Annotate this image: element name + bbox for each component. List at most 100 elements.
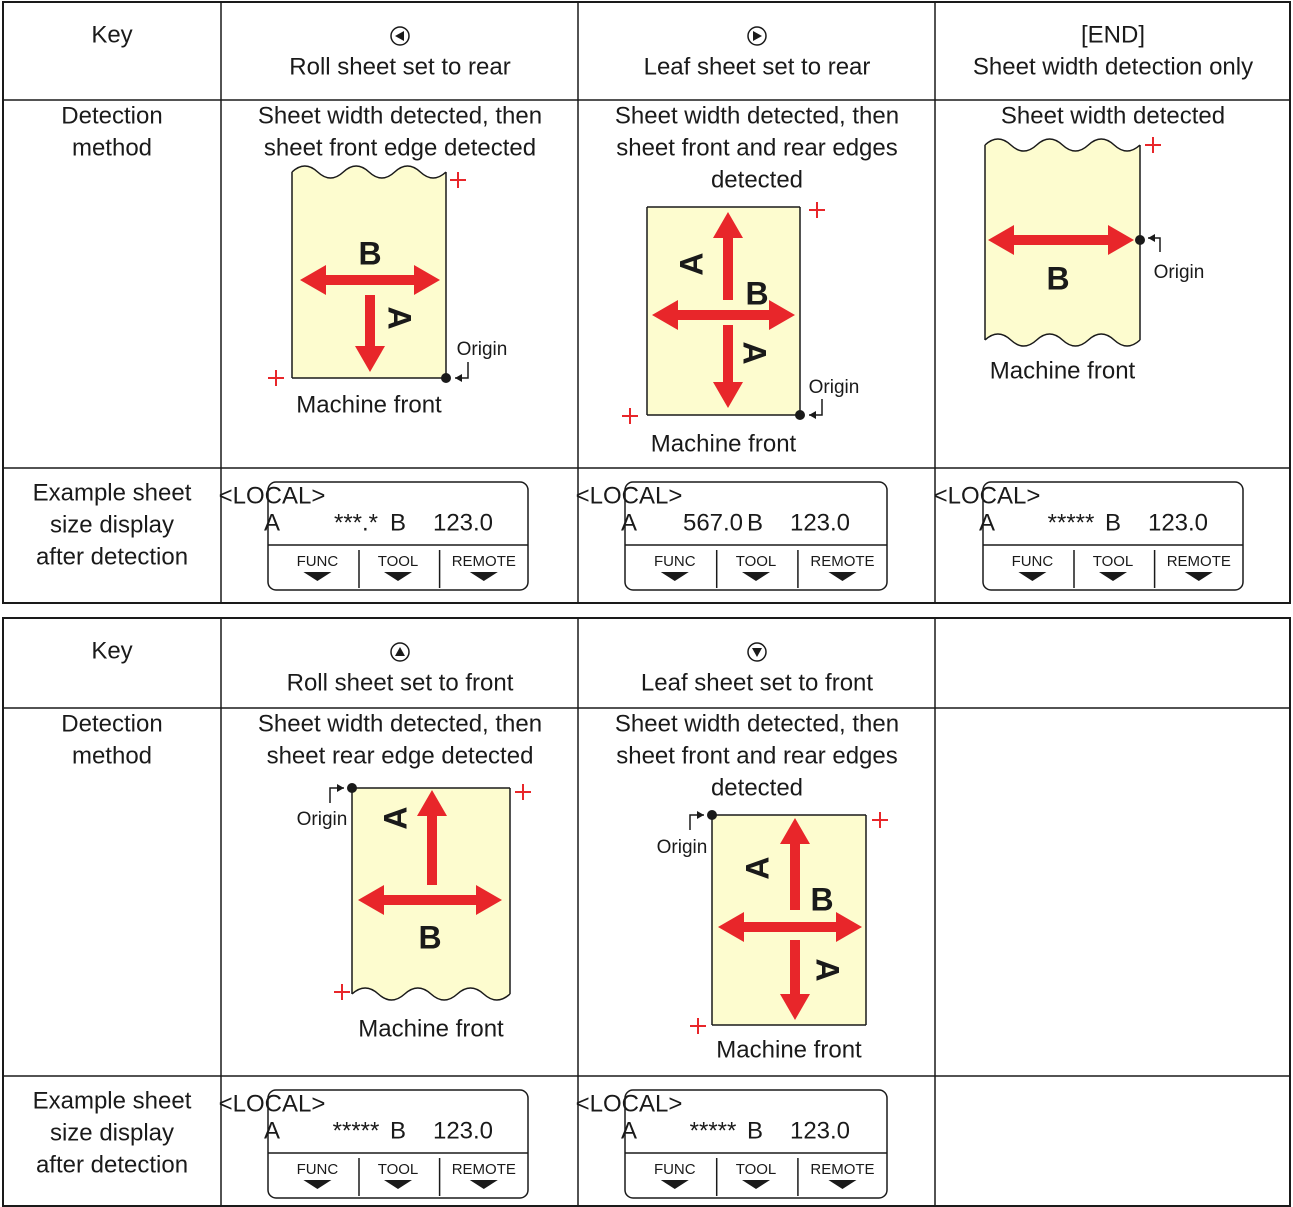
arrow-head (652, 300, 678, 330)
lcd-title: <LOCAL> (576, 1090, 683, 1117)
key-icon-arrow (752, 648, 762, 657)
plus-mark (690, 1018, 706, 1034)
lcd-b: B (747, 509, 763, 536)
axis-label: B (1046, 260, 1069, 296)
machine-front: Machine front (296, 391, 442, 418)
lcd-button-arrow (742, 1180, 770, 1189)
detection-text: sheet front and rear edges (616, 742, 898, 769)
lcd-button: TOOL (736, 553, 777, 570)
machine-front: Machine front (990, 357, 1136, 384)
lcd-b-value: 123.0 (433, 509, 493, 536)
key-label: Sheet width detection only (973, 53, 1253, 80)
key-label: Leaf sheet set to rear (644, 53, 871, 80)
lcd-a-value: ***** (690, 1117, 737, 1144)
origin-label: Origin (809, 377, 860, 398)
lcd-button-arrow (660, 1180, 689, 1189)
arrow-head (476, 885, 502, 915)
machine-front: Machine front (716, 1036, 862, 1063)
lcd-title: <LOCAL> (576, 482, 683, 509)
lcd-b: B (747, 1117, 763, 1144)
lcd-button: FUNC (654, 1161, 696, 1178)
axis-label: B (745, 275, 768, 311)
row-header: size display (50, 511, 174, 538)
origin-arrow-head (697, 811, 704, 819)
key-label: [END] (1081, 21, 1145, 48)
arrow-head (836, 912, 862, 942)
detection-text: Sheet width detected (1001, 102, 1225, 129)
lcd-button: TOOL (1093, 553, 1134, 570)
plus-mark (334, 984, 350, 1000)
origin-label: Origin (457, 339, 508, 360)
origin-label: Origin (297, 809, 348, 830)
lcd-button-arrow (1018, 572, 1047, 581)
lcd-button: FUNC (654, 553, 696, 570)
arrow-head (1108, 225, 1134, 255)
origin-arrow-head (1148, 234, 1155, 242)
lcd-button: REMOTE (1167, 553, 1231, 570)
arrow-head (713, 382, 743, 408)
arrow-head (780, 994, 810, 1020)
lcd-button: TOOL (378, 553, 419, 570)
row-header: Key (91, 21, 132, 48)
plus-mark (268, 370, 284, 386)
lcd-a: A (621, 1117, 637, 1144)
lcd-b-value: 123.0 (790, 1117, 850, 1144)
row-header: Example sheet (33, 479, 192, 506)
detection-text: detected (711, 774, 803, 801)
lcd-a-value: ***** (333, 1117, 380, 1144)
detection-text: Sheet width detected, then (615, 102, 899, 129)
origin-arrow-head (455, 374, 462, 382)
row-header: after detection (36, 1151, 188, 1178)
lcd-button: TOOL (736, 1161, 777, 1178)
origin-label: Origin (657, 837, 708, 858)
lcd-title: <LOCAL> (934, 482, 1041, 509)
lcd-button-arrow (384, 1180, 412, 1189)
row-header: Detection (61, 102, 162, 129)
lcd-title: <LOCAL> (219, 1090, 326, 1117)
lcd-button-arrow (742, 572, 770, 581)
plus-mark (450, 172, 466, 188)
lcd-button-arrow (660, 572, 689, 581)
lcd-a: A (979, 509, 995, 536)
key-icon-arrow (395, 647, 405, 656)
arrow-head (417, 790, 447, 816)
lcd-button: TOOL (378, 1161, 419, 1178)
axis-label: A (377, 806, 413, 829)
lcd-button-arrow (828, 1180, 857, 1189)
origin-dot (347, 783, 357, 793)
plus-mark (622, 408, 638, 424)
origin-dot (441, 373, 451, 383)
table-frame (2, 1, 1291, 604)
lcd-button-arrow (469, 572, 498, 581)
axis-label: B (418, 919, 441, 955)
sheet-edge (646, 206, 801, 416)
lcd-a-value: ***.* (334, 509, 378, 536)
lcd-a-value: 567.0 (683, 509, 743, 536)
row-header: after detection (36, 543, 188, 570)
lcd-frame (267, 1089, 529, 1199)
lcd-button: FUNC (297, 1161, 339, 1178)
row-header: size display (50, 1119, 174, 1146)
lcd-button: REMOTE (452, 1161, 516, 1178)
arrow-head (358, 885, 384, 915)
lcd-button-arrow (1099, 572, 1127, 581)
axis-label: A (737, 341, 773, 364)
lcd-button: FUNC (297, 553, 339, 570)
axis-label: A (382, 306, 418, 329)
plus-mark (1145, 137, 1161, 153)
axis-label: A (739, 856, 775, 879)
lcd-button: REMOTE (810, 553, 874, 570)
arrow-head (988, 225, 1014, 255)
sheet-edge (291, 165, 447, 379)
origin-arrow-head (337, 784, 344, 792)
row-header: method (72, 742, 152, 769)
lcd-frame (982, 481, 1244, 591)
origin-label: Origin (1154, 262, 1205, 283)
lcd-b: B (390, 1117, 406, 1144)
axis-label: B (358, 235, 381, 271)
lcd-a-value: ***** (1048, 509, 1095, 536)
origin-dot (707, 810, 717, 820)
sheet-edge (711, 814, 867, 1026)
row-header: Detection (61, 710, 162, 737)
